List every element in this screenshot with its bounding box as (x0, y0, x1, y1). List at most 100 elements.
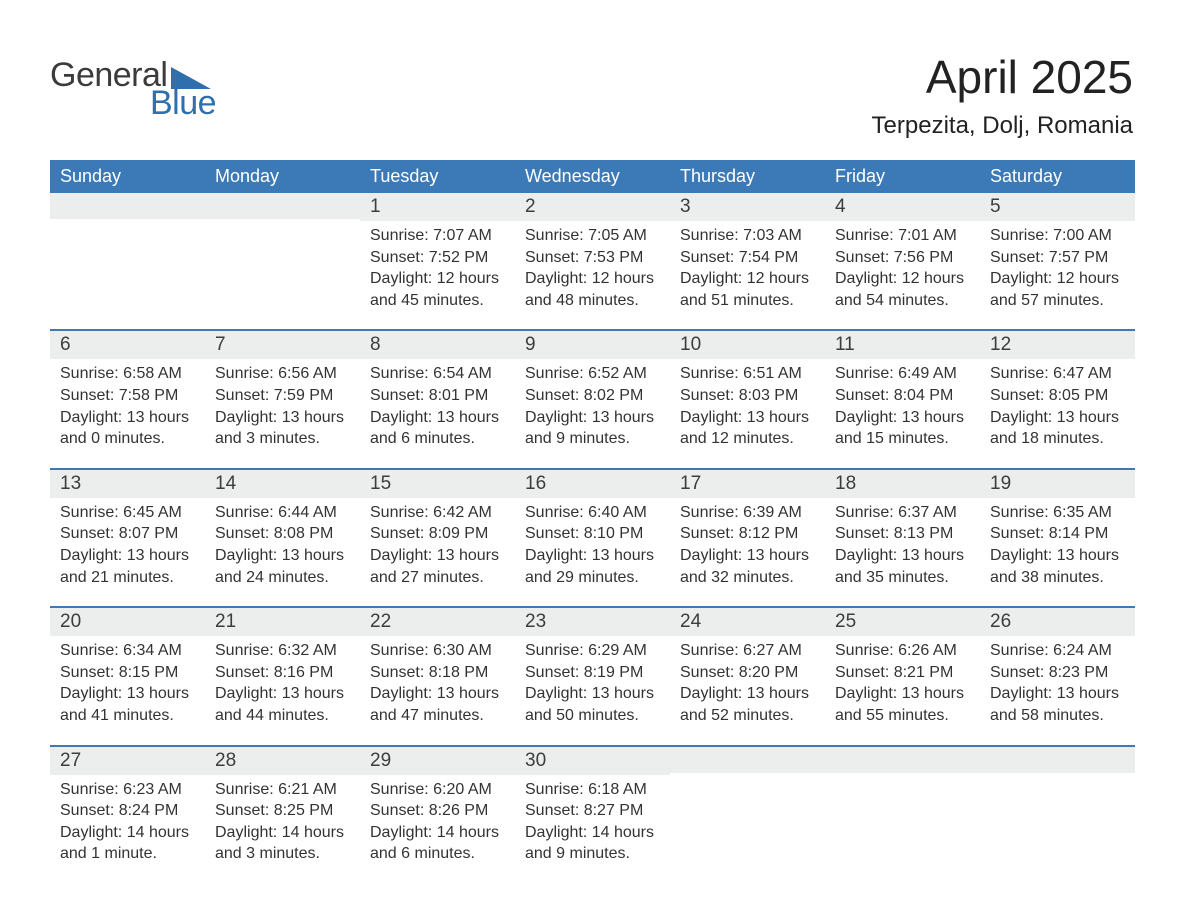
daylight-line2: and 35 minutes. (835, 567, 970, 589)
calendar-grid: Sunday Monday Tuesday Wednesday Thursday… (50, 160, 1135, 883)
day-cell: 29Sunrise: 6:20 AMSunset: 8:26 PMDayligh… (360, 747, 515, 883)
sunrise-line: Sunrise: 6:40 AM (525, 502, 660, 524)
day-cell (205, 193, 360, 329)
daylight-line1: Daylight: 13 hours (525, 683, 660, 705)
daylight-line1: Daylight: 13 hours (215, 683, 350, 705)
sunset-line: Sunset: 7:53 PM (525, 247, 660, 269)
day-number: 1 (360, 193, 515, 221)
day-body: Sunrise: 6:21 AMSunset: 8:25 PMDaylight:… (205, 775, 360, 865)
sunrise-line: Sunrise: 6:42 AM (370, 502, 505, 524)
daylight-line2: and 18 minutes. (990, 428, 1125, 450)
daylight-line2: and 51 minutes. (680, 290, 815, 312)
day-body: Sunrise: 6:44 AMSunset: 8:08 PMDaylight:… (205, 498, 360, 588)
daylight-line1: Daylight: 14 hours (525, 822, 660, 844)
daylight-line2: and 27 minutes. (370, 567, 505, 589)
sunset-line: Sunset: 8:16 PM (215, 662, 350, 684)
sunrise-line: Sunrise: 6:51 AM (680, 363, 815, 385)
day-number: 18 (825, 470, 980, 498)
sunset-line: Sunset: 8:19 PM (525, 662, 660, 684)
daylight-line1: Daylight: 13 hours (990, 407, 1125, 429)
day-body: Sunrise: 6:49 AMSunset: 8:04 PMDaylight:… (825, 359, 980, 449)
dow-wednesday: Wednesday (515, 160, 670, 193)
daylight-line2: and 9 minutes. (525, 843, 660, 865)
daylight-line2: and 47 minutes. (370, 705, 505, 727)
sunset-line: Sunset: 8:24 PM (60, 800, 195, 822)
sunset-line: Sunset: 8:20 PM (680, 662, 815, 684)
day-cell: 3Sunrise: 7:03 AMSunset: 7:54 PMDaylight… (670, 193, 825, 329)
day-number: 19 (980, 470, 1135, 498)
sunset-line: Sunset: 8:10 PM (525, 523, 660, 545)
day-cell: 19Sunrise: 6:35 AMSunset: 8:14 PMDayligh… (980, 470, 1135, 606)
daylight-line2: and 52 minutes. (680, 705, 815, 727)
header-right: April 2025 Terpezita, Dolj, Romania (872, 50, 1133, 140)
day-number: 26 (980, 608, 1135, 636)
day-cell: 6Sunrise: 6:58 AMSunset: 7:58 PMDaylight… (50, 331, 205, 467)
daylight-line2: and 41 minutes. (60, 705, 195, 727)
sunrise-line: Sunrise: 6:34 AM (60, 640, 195, 662)
day-cell: 25Sunrise: 6:26 AMSunset: 8:21 PMDayligh… (825, 608, 980, 744)
daylight-line2: and 44 minutes. (215, 705, 350, 727)
dow-sunday: Sunday (50, 160, 205, 193)
sunrise-line: Sunrise: 6:49 AM (835, 363, 970, 385)
day-body: Sunrise: 6:23 AMSunset: 8:24 PMDaylight:… (50, 775, 205, 865)
week-row: 13Sunrise: 6:45 AMSunset: 8:07 PMDayligh… (50, 468, 1135, 606)
sunset-line: Sunset: 7:54 PM (680, 247, 815, 269)
day-number: 20 (50, 608, 205, 636)
day-cell: 10Sunrise: 6:51 AMSunset: 8:03 PMDayligh… (670, 331, 825, 467)
week-row: 1Sunrise: 7:07 AMSunset: 7:52 PMDaylight… (50, 193, 1135, 329)
sunrise-line: Sunrise: 7:03 AM (680, 225, 815, 247)
daylight-line2: and 54 minutes. (835, 290, 970, 312)
day-body: Sunrise: 7:00 AMSunset: 7:57 PMDaylight:… (980, 221, 1135, 311)
daylight-line2: and 55 minutes. (835, 705, 970, 727)
day-cell: 1Sunrise: 7:07 AMSunset: 7:52 PMDaylight… (360, 193, 515, 329)
day-number: 11 (825, 331, 980, 359)
day-of-week-header-row: Sunday Monday Tuesday Wednesday Thursday… (50, 160, 1135, 193)
day-number: 5 (980, 193, 1135, 221)
day-cell: 12Sunrise: 6:47 AMSunset: 8:05 PMDayligh… (980, 331, 1135, 467)
dow-friday: Friday (825, 160, 980, 193)
day-cell: 28Sunrise: 6:21 AMSunset: 8:25 PMDayligh… (205, 747, 360, 883)
day-cell (980, 747, 1135, 883)
day-cell: 14Sunrise: 6:44 AMSunset: 8:08 PMDayligh… (205, 470, 360, 606)
dow-saturday: Saturday (980, 160, 1135, 193)
day-number: 8 (360, 331, 515, 359)
day-body: Sunrise: 6:32 AMSunset: 8:16 PMDaylight:… (205, 636, 360, 726)
daylight-line1: Daylight: 12 hours (525, 268, 660, 290)
day-number (50, 193, 205, 219)
day-body: Sunrise: 6:58 AMSunset: 7:58 PMDaylight:… (50, 359, 205, 449)
daylight-line2: and 38 minutes. (990, 567, 1125, 589)
daylight-line1: Daylight: 13 hours (60, 683, 195, 705)
sunrise-line: Sunrise: 6:26 AM (835, 640, 970, 662)
sunset-line: Sunset: 7:59 PM (215, 385, 350, 407)
sunrise-line: Sunrise: 7:01 AM (835, 225, 970, 247)
day-number: 9 (515, 331, 670, 359)
daylight-line1: Daylight: 13 hours (60, 407, 195, 429)
dow-tuesday: Tuesday (360, 160, 515, 193)
sunset-line: Sunset: 8:01 PM (370, 385, 505, 407)
day-cell: 23Sunrise: 6:29 AMSunset: 8:19 PMDayligh… (515, 608, 670, 744)
day-number: 22 (360, 608, 515, 636)
sunrise-line: Sunrise: 6:45 AM (60, 502, 195, 524)
day-cell: 11Sunrise: 6:49 AMSunset: 8:04 PMDayligh… (825, 331, 980, 467)
day-number (980, 747, 1135, 773)
day-cell (670, 747, 825, 883)
day-body: Sunrise: 6:54 AMSunset: 8:01 PMDaylight:… (360, 359, 515, 449)
day-body: Sunrise: 6:37 AMSunset: 8:13 PMDaylight:… (825, 498, 980, 588)
day-cell: 27Sunrise: 6:23 AMSunset: 8:24 PMDayligh… (50, 747, 205, 883)
day-body: Sunrise: 6:29 AMSunset: 8:19 PMDaylight:… (515, 636, 670, 726)
day-body: Sunrise: 6:45 AMSunset: 8:07 PMDaylight:… (50, 498, 205, 588)
daylight-line1: Daylight: 13 hours (370, 683, 505, 705)
day-number (205, 193, 360, 219)
daylight-line1: Daylight: 13 hours (60, 545, 195, 567)
day-body: Sunrise: 6:26 AMSunset: 8:21 PMDaylight:… (825, 636, 980, 726)
daylight-line2: and 50 minutes. (525, 705, 660, 727)
sunset-line: Sunset: 7:57 PM (990, 247, 1125, 269)
day-cell (825, 747, 980, 883)
daylight-line2: and 12 minutes. (680, 428, 815, 450)
daylight-line2: and 58 minutes. (990, 705, 1125, 727)
day-number: 27 (50, 747, 205, 775)
day-body: Sunrise: 6:24 AMSunset: 8:23 PMDaylight:… (980, 636, 1135, 726)
day-cell: 26Sunrise: 6:24 AMSunset: 8:23 PMDayligh… (980, 608, 1135, 744)
day-cell: 24Sunrise: 6:27 AMSunset: 8:20 PMDayligh… (670, 608, 825, 744)
day-body: Sunrise: 7:01 AMSunset: 7:56 PMDaylight:… (825, 221, 980, 311)
